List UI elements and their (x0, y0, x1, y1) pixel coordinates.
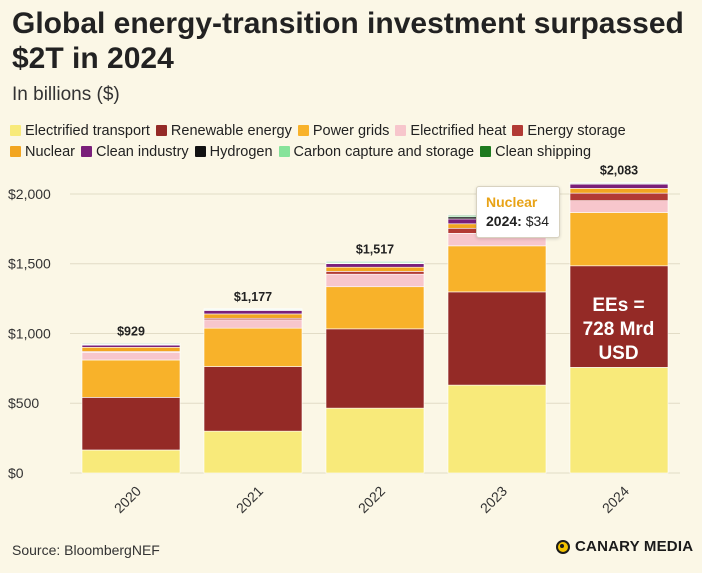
legend-label: Clean industry (95, 143, 189, 160)
tooltip-series-name: Nuclear (486, 194, 538, 210)
ees-annotation: EEs = 728 Mrd USD (570, 294, 667, 366)
legend-item[interactable]: Electrified heat (395, 120, 506, 141)
bar-segment[interactable] (569, 188, 669, 194)
legend-label: Energy storage (527, 122, 626, 139)
bar-segment[interactable] (447, 384, 547, 474)
legend-label: Nuclear (25, 143, 75, 160)
source-note: Source: BloombergNEF (12, 542, 160, 558)
legend: Electrified transport Renewable energy Pow… (10, 120, 690, 162)
bar-segment[interactable] (81, 343, 181, 345)
chart-subtitle: In billions ($) (12, 84, 120, 105)
bar-segment[interactable] (203, 319, 303, 329)
legend-swatch (297, 125, 309, 136)
bar-segment[interactable] (569, 192, 669, 201)
legend-item[interactable]: Renewable energy (155, 120, 292, 141)
tooltip: Nuclear 2024: $34 (476, 186, 561, 238)
x-tick-label: 2022 (355, 483, 388, 516)
legend-item[interactable]: Hydrogen (194, 141, 273, 162)
x-tick-label: 2021 (233, 483, 266, 516)
legend-item[interactable]: Electrified transport (10, 120, 150, 141)
bar-segment[interactable] (325, 266, 425, 272)
legend-swatch (10, 125, 21, 136)
y-tick-label: $0 (8, 465, 24, 481)
tooltip-year: 2024: (486, 213, 522, 229)
bar-segment[interactable] (203, 366, 303, 432)
bar-segment[interactable] (325, 261, 425, 263)
bar-segment[interactable] (81, 352, 181, 361)
y-tick-label: $2,000 (8, 186, 51, 202)
legend-swatch (395, 125, 407, 136)
legend-swatch (80, 146, 92, 157)
bar-segment[interactable] (569, 200, 669, 213)
legend-label: Electrified transport (25, 122, 150, 139)
legend-swatch (155, 125, 167, 136)
legend-label: Renewable energy (170, 122, 292, 139)
bar-total-label: $929 (117, 324, 145, 338)
legend-item[interactable]: Clean industry (80, 141, 189, 162)
legend-swatch (278, 146, 290, 157)
y-tick-label: $1,500 (8, 256, 51, 272)
bar-total-label: $1,177 (234, 290, 272, 304)
legend-swatch (194, 146, 206, 157)
legend-label: Power grids (312, 122, 390, 139)
legend-item[interactable]: Power grids (297, 120, 390, 141)
tooltip-value: $34 (525, 213, 550, 229)
chart-title: Global energy-transition investment surp… (12, 7, 684, 75)
legend-label: Electrified heat (410, 122, 507, 139)
annotation-line-2: 728 Mrd (582, 319, 655, 340)
bar-segment[interactable] (81, 346, 181, 352)
legend-row: Electrified transport Renewable energy Pow… (10, 120, 690, 141)
legend-label: Hydrogen (209, 143, 273, 160)
bar-segment[interactable] (447, 291, 547, 386)
bar-segment[interactable] (569, 265, 669, 368)
legend-item[interactable]: Energy storage (512, 120, 626, 141)
legend-item[interactable]: Clean shipping (480, 141, 591, 162)
x-tick-label: 2020 (111, 483, 144, 516)
bar-segment[interactable] (325, 286, 425, 330)
bar-segment[interactable] (81, 397, 181, 451)
bar-total-label: $1,517 (356, 242, 394, 256)
x-tick-label: 2024 (599, 483, 632, 516)
bar-segment[interactable] (325, 271, 425, 275)
annotation-line-3: USD (598, 343, 639, 364)
brand-name: CANARY MEDIA (575, 538, 694, 555)
x-tick-label: 2023 (477, 483, 510, 516)
bar-segment[interactable] (325, 273, 425, 288)
legend-label: Carbon capture and storage (293, 143, 475, 160)
bar-segment[interactable] (569, 367, 669, 474)
bar-segment[interactable] (203, 313, 303, 319)
brand-logo[interactable]: CANARY MEDIA (556, 538, 693, 555)
bar-segment[interactable] (203, 310, 303, 315)
legend-row: Nuclear Clean industry Hydrogen Carbon capt… (10, 141, 690, 162)
annotation-line-1: EEs = (592, 295, 645, 316)
bar-segment[interactable] (81, 359, 181, 398)
bar-segment[interactable] (447, 245, 547, 293)
legend-item[interactable]: Nuclear (10, 141, 75, 162)
bar-segment[interactable] (81, 344, 181, 348)
bar-segment[interactable] (81, 449, 181, 474)
legend-swatch (480, 146, 492, 157)
bar-segment[interactable] (325, 407, 425, 474)
bar-segment[interactable] (325, 328, 425, 409)
legend-item[interactable]: Carbon capture and storage (278, 141, 475, 162)
legend-swatch (512, 125, 524, 136)
y-tick-label: $1,000 (8, 325, 51, 341)
legend-label: Clean shipping (495, 143, 592, 160)
bar-segment[interactable] (569, 183, 669, 189)
bar-total-label: $2,083 (600, 163, 638, 177)
bar-segment[interactable] (569, 212, 669, 267)
y-tick-label: $500 (8, 395, 39, 411)
bar-segment[interactable] (203, 430, 303, 474)
legend-swatch (10, 146, 21, 157)
canary-logo-icon (556, 539, 570, 554)
bar-segment[interactable] (203, 327, 303, 367)
bar-segment[interactable] (203, 308, 303, 310)
bar-segment[interactable] (325, 263, 425, 268)
